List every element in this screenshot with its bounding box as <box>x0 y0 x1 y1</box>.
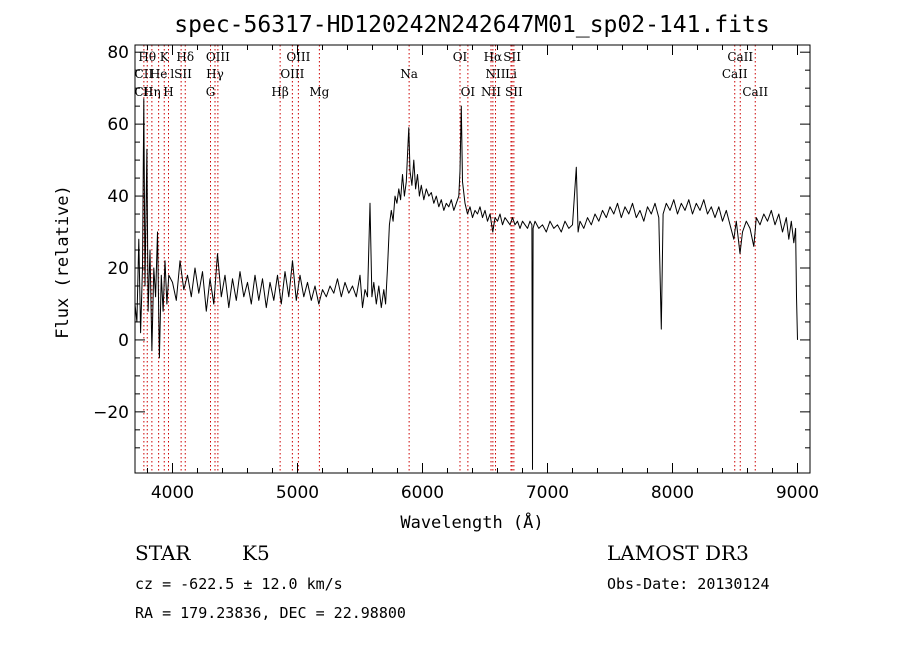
line-label: Hγ <box>206 67 224 81</box>
observation-date: Obs-Date: 20130124 <box>607 575 770 593</box>
line-label: H <box>163 85 173 99</box>
y-tick-label: 60 <box>107 115 129 135</box>
y-axis-label: Flux (relative) <box>53 185 73 339</box>
plot-frame <box>134 44 811 474</box>
line-label: CaII <box>722 67 748 81</box>
y-tick-label: 20 <box>107 259 129 279</box>
line-label: Na <box>400 67 418 81</box>
line-label: Mg <box>309 85 329 99</box>
y-tick-label: −20 <box>93 403 129 423</box>
x-tick-label: 6000 <box>401 483 444 503</box>
redshift-cz: cz = -622.5 ± 12.0 km/s <box>135 575 343 593</box>
axis-ticks: 4000 5000 6000 7000 8000 9000 −20 0 20 40 60 80 <box>93 43 819 503</box>
line-label: CII <box>135 85 154 99</box>
line-label: SII <box>503 50 521 64</box>
line-label: OIII <box>286 50 310 64</box>
coordinates: RA = 179.23836, DEC = 22.98800 <box>135 604 406 622</box>
survey-name: LAMOST DR3 <box>607 541 749 565</box>
line-label: Li <box>505 67 517 81</box>
line-label: Hβ <box>271 85 288 99</box>
object-class: STAR <box>135 541 191 565</box>
line-label: NII <box>481 85 501 99</box>
line-label: Hδ <box>176 50 194 64</box>
x-tick-label: 4000 <box>151 483 194 503</box>
spectrum-series <box>134 98 798 470</box>
line-label: He <box>150 67 168 81</box>
line-label: OIII <box>280 67 304 81</box>
line-label: OI <box>461 85 476 99</box>
line-label: Hθ <box>138 50 156 64</box>
line-label: Hα <box>484 50 503 64</box>
line-label: CaII <box>742 85 768 99</box>
y-tick-label: 80 <box>107 43 129 63</box>
y-tick-label: 0 <box>118 331 129 351</box>
line-label: NII <box>486 67 506 81</box>
line-label: CII <box>135 67 154 81</box>
line-markers <box>143 45 756 473</box>
line-label: G <box>206 85 216 99</box>
chart-title: spec-56317-HD120242N242647M01_sp02-141.f… <box>174 12 769 38</box>
x-tick-label: 9000 <box>776 483 819 503</box>
x-tick-label: 8000 <box>651 483 694 503</box>
line-label: OI <box>453 50 468 64</box>
line-label: lSII <box>170 67 192 81</box>
x-axis-label: Wavelength (Å) <box>400 511 543 533</box>
line-label: SII <box>505 85 523 99</box>
line-label: K <box>160 50 170 64</box>
spectrum-line <box>134 98 798 470</box>
x-tick-label: 5000 <box>276 483 319 503</box>
object-subclass: K5 <box>242 541 270 565</box>
x-tick-label: 7000 <box>526 483 569 503</box>
line-label: OIII <box>206 50 230 64</box>
line-label: CaII <box>727 50 753 64</box>
line-label: Hη <box>143 85 161 99</box>
y-tick-label: 40 <box>107 187 129 207</box>
